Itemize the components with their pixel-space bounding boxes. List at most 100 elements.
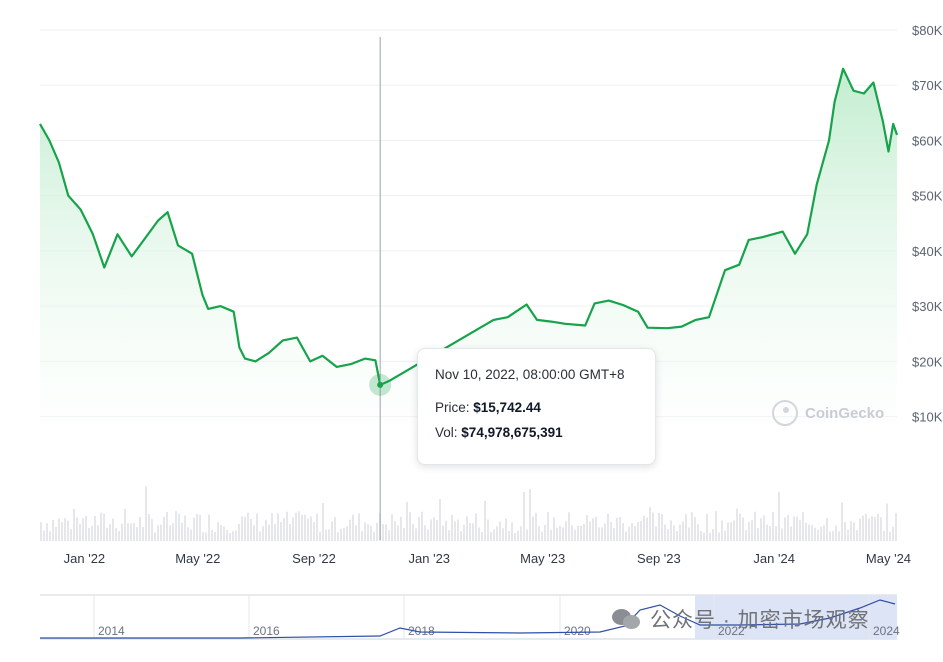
- volume-bar: [862, 515, 864, 541]
- volume-bar: [367, 524, 369, 541]
- volume-bar: [163, 516, 165, 541]
- volume-bar: [211, 529, 213, 541]
- volume-bar: [196, 513, 198, 541]
- navigator-selection[interactable]: [695, 595, 897, 639]
- volume-bar: [382, 524, 384, 541]
- volume-bar: [526, 529, 528, 541]
- volume-bar: [241, 516, 243, 541]
- volume-bar: [103, 513, 105, 541]
- volume-bar: [301, 514, 303, 541]
- y-tick-label: $10K: [912, 410, 943, 425]
- volume-bar: [730, 522, 732, 541]
- volume-bar: [463, 524, 465, 541]
- volume-bar: [175, 511, 177, 541]
- volume-bar: [517, 530, 519, 541]
- range-navigator[interactable]: 2014 2016 2018 2020 2022 2024: [40, 594, 900, 640]
- volume-bar: [148, 514, 150, 541]
- volume-bar: [139, 516, 141, 541]
- volume-bar: [295, 512, 297, 541]
- volume-bar: [586, 515, 588, 541]
- volume-bar: [442, 525, 444, 541]
- volume-bar: [529, 489, 531, 541]
- volume-bar: [307, 518, 309, 541]
- volume-bar: [340, 528, 342, 541]
- volume-bar: [598, 527, 600, 541]
- volume-bar: [718, 532, 720, 541]
- volume-bar: [865, 513, 867, 541]
- volume-bar: [631, 523, 633, 541]
- volume-bar: [616, 517, 618, 541]
- navigator-year-label: 2024: [873, 624, 900, 638]
- volume-bar: [79, 523, 81, 541]
- volume-bar: [883, 530, 885, 541]
- volume-bar: [874, 517, 876, 541]
- volume-bar: [610, 522, 612, 541]
- volume-bar: [220, 525, 222, 541]
- hover-point[interactable]: [377, 381, 384, 388]
- volume-bar: [637, 522, 639, 541]
- x-axis: Jan '22 May '22 Sep '22 Jan '23 May '23 Sep '…: [64, 551, 911, 566]
- x-tick-label: May '24: [866, 551, 911, 566]
- volume-bar: [478, 527, 480, 541]
- volume-bar: [178, 513, 180, 541]
- volume-bar: [94, 515, 96, 541]
- volume-bar: [889, 531, 891, 541]
- tooltip-price-label: Price:: [435, 400, 470, 415]
- volume-bar: [607, 513, 609, 541]
- volume-bar: [430, 519, 432, 541]
- volume-bar: [58, 518, 60, 541]
- volume-bar: [115, 528, 117, 541]
- volume-bar: [82, 518, 84, 541]
- volume-bar: [145, 486, 147, 541]
- volume-bar: [604, 523, 606, 541]
- volume-bar: [406, 502, 408, 541]
- volume-bar: [658, 513, 660, 541]
- tooltip-volume-label: Vol:: [435, 425, 458, 440]
- volume-bar: [847, 529, 849, 541]
- volume-bar: [850, 521, 852, 541]
- volume-bar: [298, 511, 300, 541]
- watermark-text: CoinGecko: [805, 404, 885, 422]
- volume-bar: [349, 519, 351, 541]
- volume-bar: [457, 519, 459, 541]
- volume-bar: [238, 523, 240, 541]
- volume-bar: [622, 523, 624, 541]
- volume-bar: [370, 525, 372, 541]
- volume-bar: [775, 526, 777, 541]
- volume-bar: [232, 531, 234, 541]
- x-tick-label: May '23: [520, 551, 565, 566]
- volume-bar: [337, 532, 339, 541]
- volume-bar: [433, 517, 435, 541]
- y-axis: $10K $20K $30K $40K $50K $60K $70K $80K: [912, 23, 943, 425]
- volume-bar: [634, 525, 636, 541]
- volume-bar: [109, 524, 111, 541]
- volume-bar: [535, 512, 537, 541]
- volume-bar: [355, 525, 357, 541]
- volume-bar: [322, 502, 324, 541]
- volume-bar: [331, 521, 333, 541]
- wechat-overlay: 公众号 · 加密市场观察: [612, 604, 870, 634]
- volume-bar: [49, 531, 51, 541]
- volume-bar: [475, 513, 477, 541]
- volume-bar: [652, 512, 654, 541]
- volume-bar: [142, 527, 144, 541]
- volume-bar: [343, 527, 345, 541]
- volume-bar: [274, 523, 276, 541]
- volume-bar: [781, 528, 783, 541]
- volume-bar: [43, 530, 45, 541]
- volume-bar: [565, 521, 567, 541]
- volume-bar: [319, 531, 321, 541]
- volume-bar: [568, 512, 570, 541]
- volume-bar: [193, 517, 195, 541]
- volume-bar: [832, 530, 834, 541]
- volume-bar: [691, 512, 693, 541]
- volume-bar: [112, 518, 114, 541]
- volume-bar: [310, 516, 312, 541]
- volume-bar: [532, 516, 534, 541]
- volume-bar: [160, 524, 162, 541]
- volume-bar: [499, 521, 501, 541]
- volume-bar: [676, 530, 678, 541]
- volume-bar: [271, 513, 273, 541]
